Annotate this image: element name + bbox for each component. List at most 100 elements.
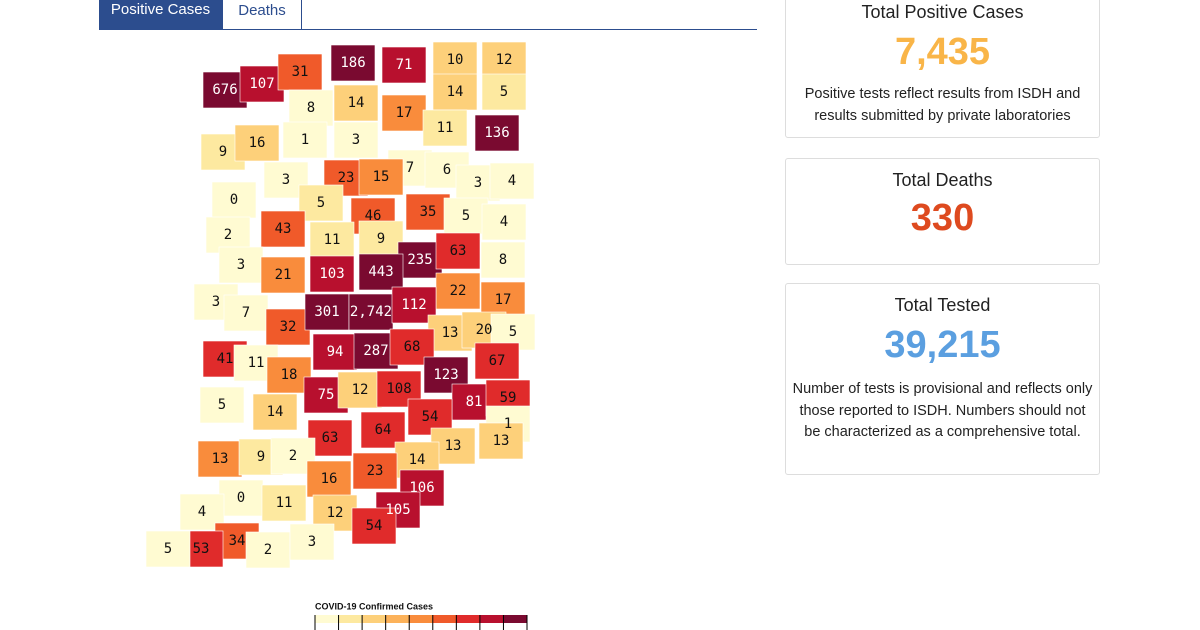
- county: [145, 530, 191, 568]
- county-label: 235: [407, 252, 432, 268]
- county-label: 12: [327, 505, 344, 521]
- county: [288, 89, 334, 127]
- county-label: 136: [484, 125, 509, 141]
- county-label: 3: [352, 132, 360, 148]
- county: [289, 523, 335, 561]
- county: [211, 181, 257, 219]
- county: [234, 124, 280, 162]
- county-label: 23: [367, 463, 384, 479]
- county-label: 13: [212, 451, 229, 467]
- county-label: 46: [365, 208, 382, 224]
- county-label: 108: [386, 381, 411, 397]
- county-label: 12: [352, 382, 369, 398]
- county: [309, 255, 355, 293]
- tab[interactable]: Deaths: [222, 0, 302, 30]
- county-label: 17: [396, 105, 413, 121]
- county: [306, 460, 352, 498]
- legend-swatch: [456, 615, 480, 623]
- county-label: 63: [322, 430, 339, 446]
- county: [199, 386, 245, 424]
- county: [422, 109, 468, 147]
- county: [478, 422, 524, 460]
- county: [348, 293, 394, 331]
- county-label: 14: [348, 95, 365, 111]
- county: [309, 221, 355, 259]
- county-label: 2: [264, 542, 272, 558]
- county-label: 71: [396, 57, 413, 73]
- county-label: 14: [409, 452, 426, 468]
- county: [481, 203, 527, 241]
- county: [405, 193, 451, 231]
- county: [358, 220, 404, 258]
- county-label: 2: [224, 227, 232, 243]
- county-label: 9: [257, 449, 265, 465]
- county: [358, 253, 404, 291]
- card-text: Positive tests reflect results from ISDH…: [804, 86, 1081, 124]
- card-tested: Total Tested 39,215 Number of tests is p…: [785, 283, 1100, 475]
- county-label: 16: [249, 135, 266, 151]
- county: [333, 121, 379, 159]
- county-label: 3: [474, 175, 482, 191]
- county-label: 287: [363, 343, 388, 359]
- legend-swatch: [503, 615, 527, 623]
- card-title: Total Positive Cases: [861, 2, 1024, 22]
- county: [352, 452, 398, 490]
- county: [304, 293, 350, 331]
- county-label: 67: [489, 353, 506, 369]
- county-label: 5: [164, 541, 172, 557]
- county-label: 32: [280, 319, 297, 335]
- county-label: 75: [318, 387, 335, 403]
- county-label: 6: [443, 162, 451, 178]
- county-label: 106: [409, 480, 434, 496]
- county-label: 12: [496, 52, 513, 68]
- county-label: 5: [500, 84, 508, 100]
- county: [351, 507, 397, 545]
- tab-active[interactable]: Positive Cases: [99, 0, 222, 30]
- county-label: 23: [338, 170, 355, 186]
- tab-underline: [99, 29, 757, 30]
- card-title: Total Tested: [894, 295, 991, 315]
- county: [474, 114, 520, 152]
- county-label: 112: [401, 297, 426, 313]
- county: [312, 333, 358, 371]
- county-label: 5: [509, 324, 517, 340]
- county: [381, 46, 427, 84]
- county-label: 53: [193, 541, 210, 557]
- legend-swatch: [338, 615, 363, 623]
- county: [435, 272, 481, 310]
- county-label: 54: [422, 409, 439, 425]
- county-label: 9: [377, 231, 385, 247]
- county-label: 35: [420, 204, 437, 220]
- county-label: 63: [450, 243, 467, 259]
- county-label: 18: [281, 367, 298, 383]
- county-label: 0: [237, 490, 245, 506]
- county-label: 20: [476, 322, 493, 338]
- county-label: 103: [319, 266, 344, 282]
- legend-swatch: [315, 615, 339, 623]
- card-text: Number of tests is provisional and refle…: [792, 381, 1093, 440]
- county: [435, 232, 481, 270]
- county: [260, 256, 306, 294]
- county-label: 15: [373, 169, 390, 185]
- county-label: 94: [327, 344, 344, 360]
- card-value: 7,435: [894, 31, 991, 73]
- county-label: 4: [500, 214, 508, 230]
- county: [298, 184, 344, 222]
- county: [218, 479, 264, 517]
- county-label: 11: [248, 355, 265, 371]
- legend-swatch: [432, 615, 457, 623]
- county: [197, 440, 243, 478]
- county-label: 5: [218, 397, 226, 413]
- card-value: 39,215: [884, 324, 1001, 366]
- county: [480, 241, 526, 279]
- county-label: 186: [340, 55, 365, 71]
- county: [245, 531, 291, 569]
- county-label: 443: [368, 264, 393, 280]
- card-title: Total Deaths: [892, 170, 993, 190]
- county-label: 8: [499, 252, 507, 268]
- county-label: 13: [445, 438, 462, 454]
- county-label: 7: [242, 305, 250, 321]
- county: [266, 356, 312, 394]
- county-label: 2,742: [350, 304, 392, 320]
